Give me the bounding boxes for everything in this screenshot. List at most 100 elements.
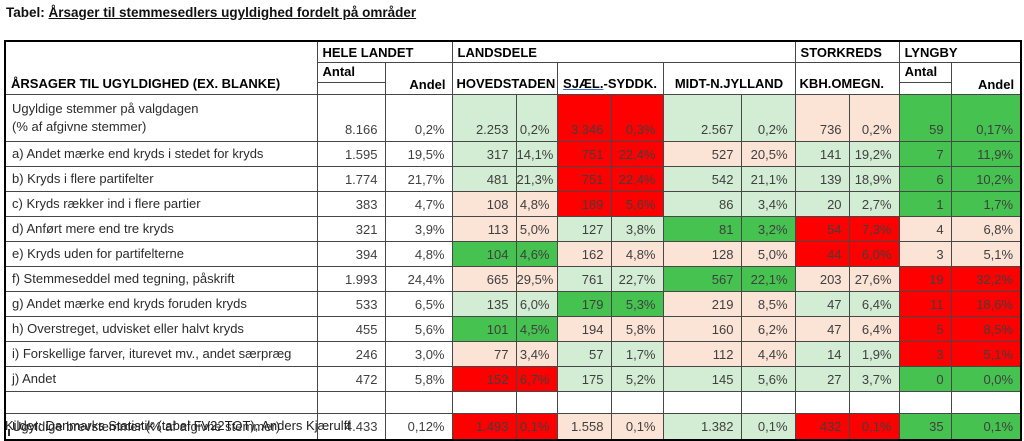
value-cell: 1.595	[316, 141, 386, 167]
value-cell: 0,17%	[950, 94, 1022, 142]
value-cell: 18,6%	[950, 291, 1022, 317]
value-cell: 533	[316, 291, 386, 317]
row-label-header: ÅRSAGER TIL UGYLDIGHED (EX. BLANKE)	[4, 40, 318, 95]
value-cell: 22,7%	[610, 266, 664, 292]
table-row: e) Kryds uden for partifelterne 394 4,8% 10…	[4, 241, 1022, 267]
value-cell: 14,1%	[515, 141, 558, 167]
value-cell: 11	[898, 291, 952, 317]
table-row	[4, 391, 1022, 414]
value-cell: 317	[451, 141, 517, 167]
value-cell	[794, 391, 850, 414]
value-cell: 0,2%	[848, 94, 900, 142]
value-cell: 6,7%	[515, 366, 558, 392]
value-cell: 0,1%	[848, 413, 900, 441]
title-underlined: Årsager til stemmesedlers ugyldighed for…	[48, 5, 417, 20]
table-row: a) Andet mærke end kryds i stedet for kr…	[4, 141, 1022, 167]
value-cell: 128	[662, 241, 742, 267]
value-cell: 112	[662, 341, 742, 367]
value-cell: 481	[451, 166, 517, 192]
table-row: c) Kryds rækker ind i flere partier 383 4,…	[4, 191, 1022, 217]
value-cell: 665	[451, 266, 517, 292]
value-cell: 1,9%	[848, 341, 900, 367]
value-cell: 7	[898, 141, 952, 167]
value-cell: 104	[451, 241, 517, 267]
row-label: j) Andet	[4, 366, 318, 392]
region-hovedstaden: HOVEDSTADEN	[451, 62, 558, 95]
table-row: Ugyldige stemmer på valgdagen (% af afgiv…	[4, 94, 1022, 142]
value-cell: 0,0%	[950, 366, 1022, 392]
value-cell	[451, 391, 517, 414]
value-cell: 1	[898, 191, 952, 217]
value-cell: 394	[316, 241, 386, 267]
value-cell: 219	[662, 291, 742, 317]
value-cell: 2,7%	[848, 191, 900, 217]
value-cell: 6,8%	[950, 216, 1022, 242]
title-prefix: Tabel:	[6, 5, 49, 20]
value-cell: 21,3%	[515, 166, 558, 192]
value-cell: 3,9%	[384, 216, 453, 242]
value-cell: 160	[662, 316, 742, 342]
value-cell: 6,0%	[848, 241, 900, 267]
row-label: g) Andet mærke end kryds foruden kryds	[4, 291, 318, 317]
value-cell	[556, 391, 612, 414]
value-cell: 27,6%	[848, 266, 900, 292]
value-cell: 20,5%	[740, 141, 796, 167]
hele-landet-andel-header: Andel	[384, 62, 453, 95]
value-cell: 152	[451, 366, 517, 392]
value-cell: 5,8%	[384, 366, 453, 392]
sources-note: Kilder: Danmarks Statistik (tabel FV22TO…	[5, 418, 351, 433]
table-header: ÅRSAGER TIL UGYLDIGHED (EX. BLANKE) HELE…	[4, 40, 1022, 95]
value-cell: 1,7%	[610, 341, 664, 367]
value-cell	[316, 391, 386, 414]
region-kbh-omegn: KBH.OMEGN.	[794, 62, 900, 95]
value-cell: 101	[451, 316, 517, 342]
header-group-row: ÅRSAGER TIL UGYLDIGHED (EX. BLANKE) HELE…	[4, 40, 1022, 95]
antal-label: Antal	[322, 64, 356, 79]
value-cell: 0,1%	[515, 413, 558, 441]
value-cell: 189	[556, 191, 612, 217]
value-cell: 47	[794, 291, 850, 317]
lyngby-antal-header: Antal	[898, 62, 952, 95]
table-row: f) Stemmeseddel med tegning, påskrift 1.9…	[4, 266, 1022, 292]
value-cell: 761	[556, 266, 612, 292]
value-cell: 203	[794, 266, 850, 292]
invalid-votes-table: ÅRSAGER TIL UGYLDIGHED (EX. BLANKE) HELE…	[4, 40, 1023, 441]
value-cell	[898, 391, 952, 414]
row-label: b) Kryds i flere partifelter	[4, 166, 318, 192]
value-cell: 0,1%	[950, 413, 1022, 441]
value-cell	[384, 391, 453, 414]
value-cell: 5	[898, 316, 952, 342]
value-cell: 5,8%	[610, 316, 664, 342]
value-cell: 0,1%	[610, 413, 664, 441]
value-cell: 81	[662, 216, 742, 242]
value-cell: 20	[794, 191, 850, 217]
value-cell: 4,5%	[515, 316, 558, 342]
table-row: b) Kryds i flere partifelter 1.774 21,7% 48…	[4, 166, 1022, 192]
table-row: i) Forskellige farver, iturevet mv., and…	[4, 341, 1022, 367]
value-cell: 27	[794, 366, 850, 392]
value-cell: 22,4%	[610, 166, 664, 192]
value-cell: 3	[898, 241, 952, 267]
value-cell: 5,1%	[950, 341, 1022, 367]
value-cell: 3	[898, 341, 952, 367]
value-cell: 3,2%	[740, 216, 796, 242]
value-cell: 0,2%	[515, 94, 558, 142]
value-cell: 0,12%	[384, 413, 453, 441]
value-cell: 44	[794, 241, 850, 267]
value-cell: 6,2%	[740, 316, 796, 342]
value-cell: 11,9%	[950, 141, 1022, 167]
value-cell: 736	[794, 94, 850, 142]
group-hele-landet: HELE LANDET	[316, 40, 453, 63]
value-cell: 10,2%	[950, 166, 1022, 192]
row-label: i) Forskellige farver, iturevet mv., and…	[4, 341, 318, 367]
group-landsdele: LANDSDELE	[451, 40, 796, 63]
value-cell: 6	[898, 166, 952, 192]
value-cell: 21,7%	[384, 166, 453, 192]
value-cell: 527	[662, 141, 742, 167]
value-cell: 59	[898, 94, 952, 142]
value-cell: 5,6%	[384, 316, 453, 342]
value-cell: 3.346	[556, 94, 612, 142]
value-cell: 751	[556, 141, 612, 167]
value-cell: 8.166	[316, 94, 386, 142]
value-cell: 32,2%	[950, 266, 1022, 292]
